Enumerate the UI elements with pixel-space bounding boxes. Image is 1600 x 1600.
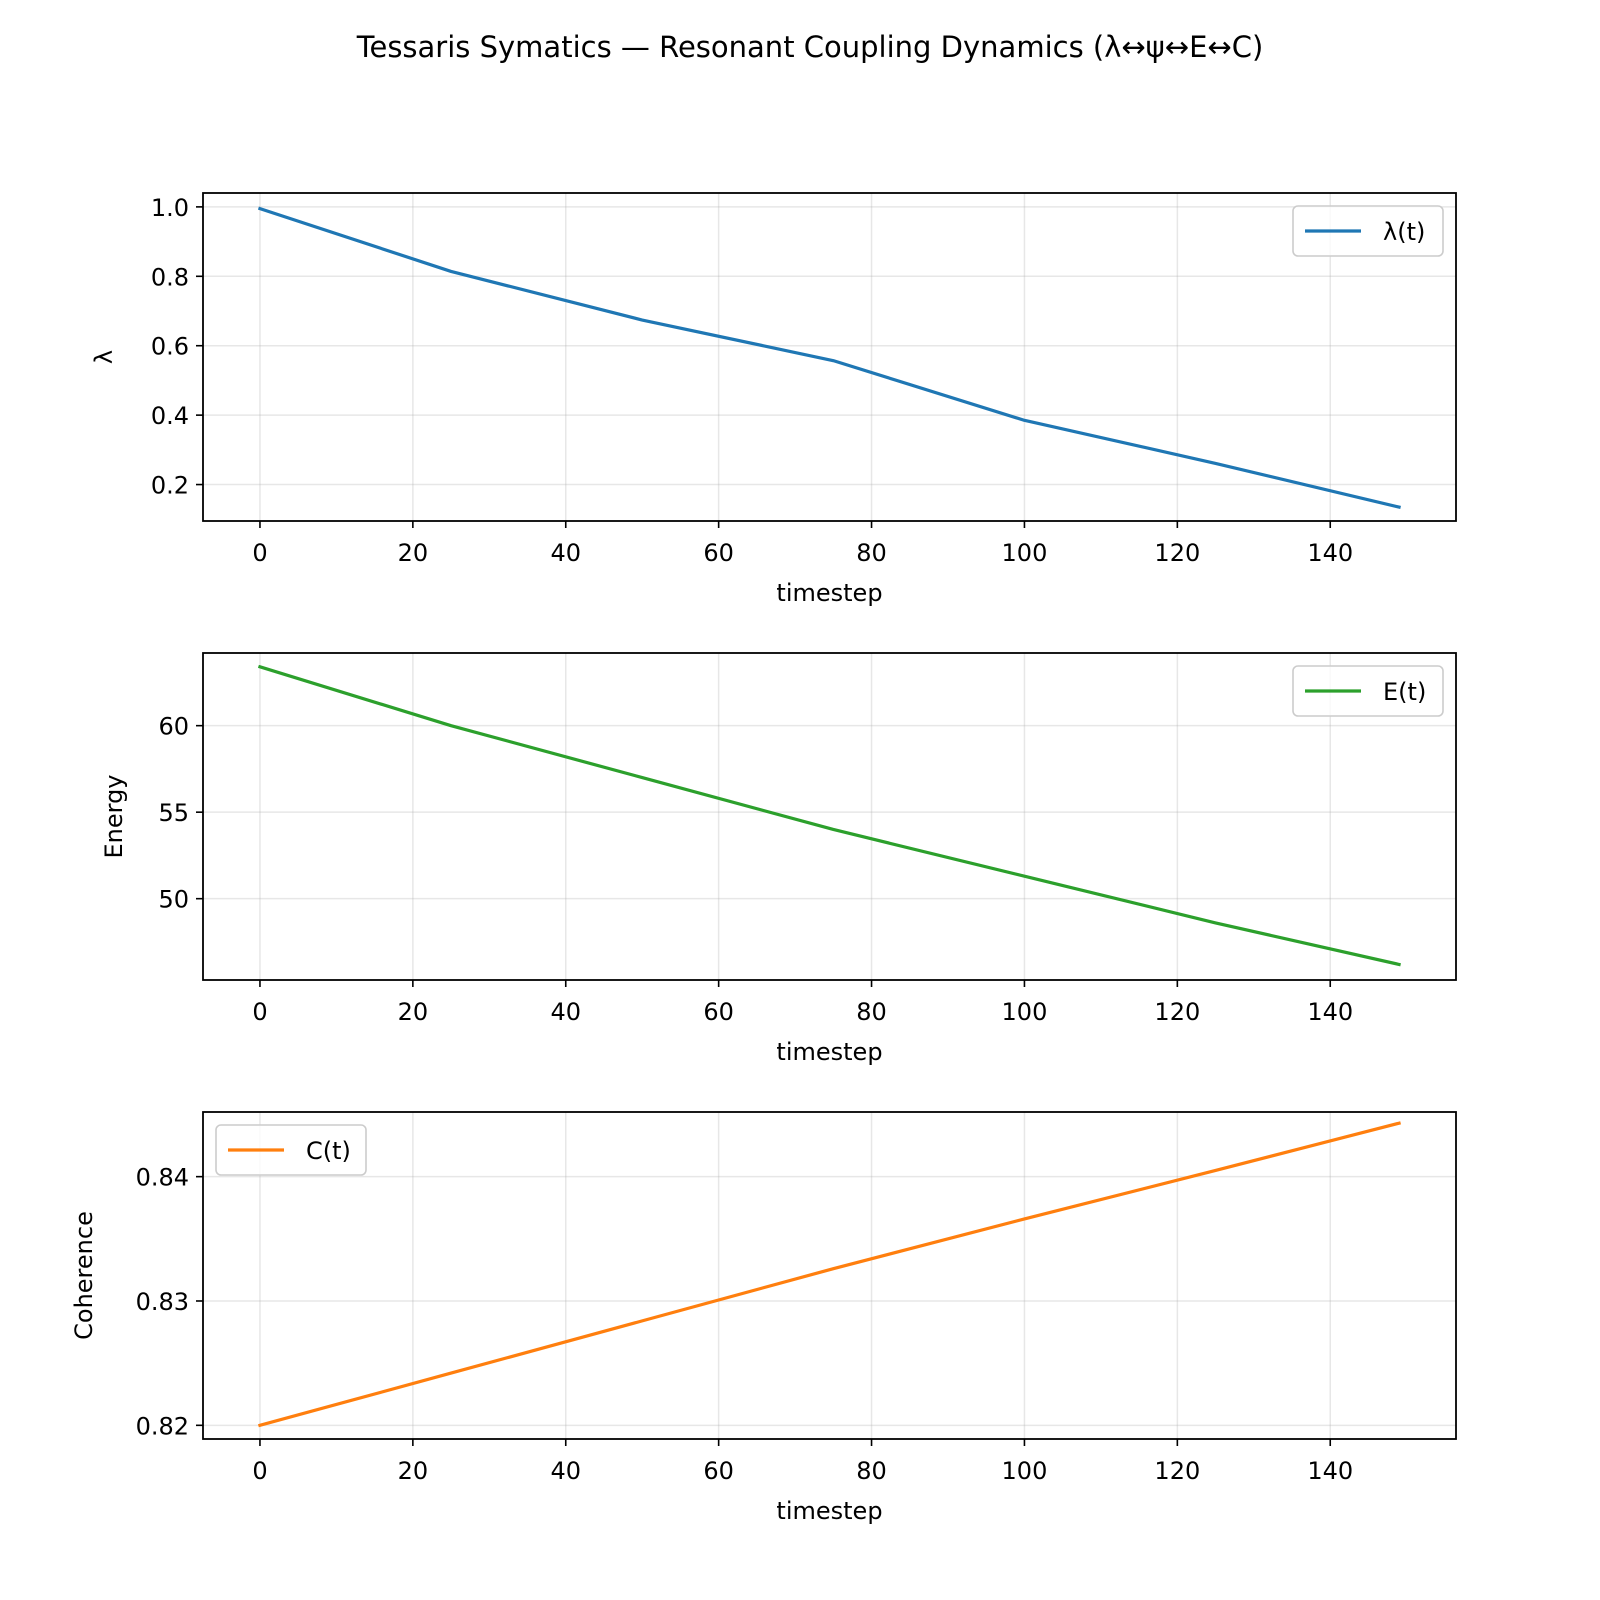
y-tick-label: 1.0: [151, 194, 189, 222]
legend: E(t): [1292, 665, 1444, 717]
x-tick-label: 120: [1154, 539, 1200, 567]
x-tick-label: 40: [550, 998, 581, 1026]
y-tick-label: 0.8: [151, 263, 189, 291]
series-line-1: [257, 206, 1401, 510]
x-tick-label: 80: [856, 539, 887, 567]
x-tick-label: 100: [1002, 1457, 1048, 1485]
axes-frame: [202, 192, 1457, 522]
x-axis-label: timestep: [776, 1497, 882, 1525]
x-tick-label: 80: [856, 1457, 887, 1485]
y-tick-label: 0.2: [151, 472, 189, 500]
legend-box: [215, 1124, 367, 1176]
subplot-2: 0 20 40 60 80 100 120 140 50 55 60 timestep Energy E(…: [100, 652, 1457, 1066]
y-tick-label: 60: [158, 713, 189, 741]
x-tick-label: 100: [1002, 998, 1048, 1026]
y-tick-label: 0.83: [136, 1288, 189, 1316]
y-axis-label: Energy: [100, 774, 128, 858]
x-tick-label: 100: [1002, 539, 1048, 567]
legend-box: [1292, 665, 1444, 717]
subplot-1: 0 20 40 60 80 100 120 140 0.2 0.4 0.6 0.8 1.0 timeste…: [90, 192, 1457, 607]
y-tick-label: 55: [158, 799, 189, 827]
y-tick-label: 0.84: [136, 1164, 189, 1192]
x-tick-label: 140: [1307, 998, 1353, 1026]
x-tick-label: 60: [703, 539, 734, 567]
y-tick-label: 0.4: [151, 402, 189, 430]
legend-label: E(t): [1383, 678, 1426, 706]
legend-box: [1292, 205, 1444, 257]
x-tick-label: 20: [398, 539, 429, 567]
x-tick-label: 60: [703, 998, 734, 1026]
series-line-1: [257, 1121, 1401, 1428]
x-tick-label: 120: [1154, 998, 1200, 1026]
x-tick-label: 80: [856, 998, 887, 1026]
x-tick-label: 0: [252, 998, 267, 1026]
x-axis-label: timestep: [776, 579, 882, 607]
y-tick-label: 0.6: [151, 333, 189, 361]
x-tick-label: 120: [1154, 1457, 1200, 1485]
legend-label: λ(t): [1383, 218, 1425, 246]
figure-title: Tessaris Symatics — Resonant Coupling Dy…: [356, 30, 1264, 64]
x-tick-label: 140: [1307, 539, 1353, 567]
x-tick-label: 40: [550, 1457, 581, 1485]
subplot-3: 0 20 40 60 80 100 120 140 0.82 0.83 0.84 timestep Co…: [70, 1111, 1457, 1525]
y-tick-label: 50: [158, 886, 189, 914]
y-axis-label: λ: [90, 350, 118, 364]
x-tick-label: 140: [1307, 1457, 1353, 1485]
x-tick-label: 20: [398, 1457, 429, 1485]
legend: λ(t): [1292, 205, 1444, 257]
legend-label: C(t): [306, 1137, 351, 1165]
axes-frame: [202, 1111, 1457, 1440]
x-tick-label: 40: [550, 539, 581, 567]
y-tick-label: 0.82: [136, 1412, 189, 1440]
x-tick-label: 60: [703, 1457, 734, 1485]
x-tick-label: 0: [252, 1457, 267, 1485]
legend: C(t): [215, 1124, 367, 1176]
x-axis-label: timestep: [776, 1038, 882, 1066]
y-axis-label: Coherence: [70, 1211, 98, 1340]
axes-frame: [202, 652, 1457, 981]
series-line-1: [257, 664, 1401, 967]
x-tick-label: 0: [252, 539, 267, 567]
x-tick-label: 20: [398, 998, 429, 1026]
